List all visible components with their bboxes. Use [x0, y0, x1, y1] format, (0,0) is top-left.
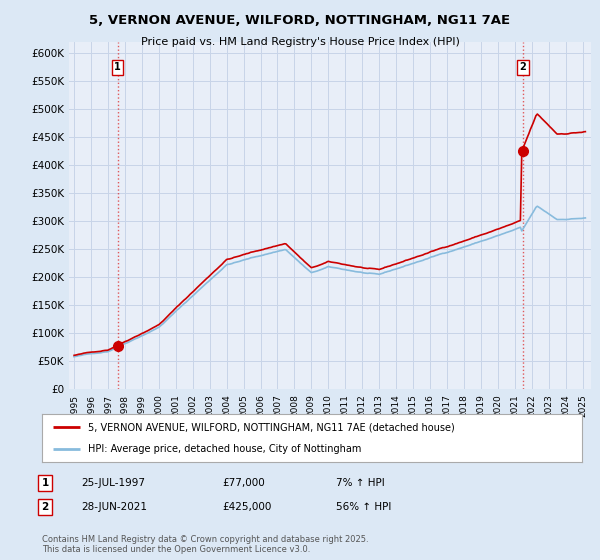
Text: £425,000: £425,000 [222, 502, 271, 512]
Text: 5, VERNON AVENUE, WILFORD, NOTTINGHAM, NG11 7AE: 5, VERNON AVENUE, WILFORD, NOTTINGHAM, N… [89, 14, 511, 27]
Text: 28-JUN-2021: 28-JUN-2021 [81, 502, 147, 512]
Text: Price paid vs. HM Land Registry's House Price Index (HPI): Price paid vs. HM Land Registry's House … [140, 37, 460, 47]
Text: HPI: Average price, detached house, City of Nottingham: HPI: Average price, detached house, City… [88, 444, 361, 454]
Text: 2: 2 [41, 502, 49, 512]
Text: 25-JUL-1997: 25-JUL-1997 [81, 478, 145, 488]
Text: 1: 1 [114, 62, 121, 72]
Text: Contains HM Land Registry data © Crown copyright and database right 2025.
This d: Contains HM Land Registry data © Crown c… [42, 535, 368, 554]
Text: 1: 1 [41, 478, 49, 488]
Text: 7% ↑ HPI: 7% ↑ HPI [336, 478, 385, 488]
Text: 2: 2 [520, 62, 526, 72]
Text: 56% ↑ HPI: 56% ↑ HPI [336, 502, 391, 512]
Text: £77,000: £77,000 [222, 478, 265, 488]
Text: 5, VERNON AVENUE, WILFORD, NOTTINGHAM, NG11 7AE (detached house): 5, VERNON AVENUE, WILFORD, NOTTINGHAM, N… [88, 422, 455, 432]
